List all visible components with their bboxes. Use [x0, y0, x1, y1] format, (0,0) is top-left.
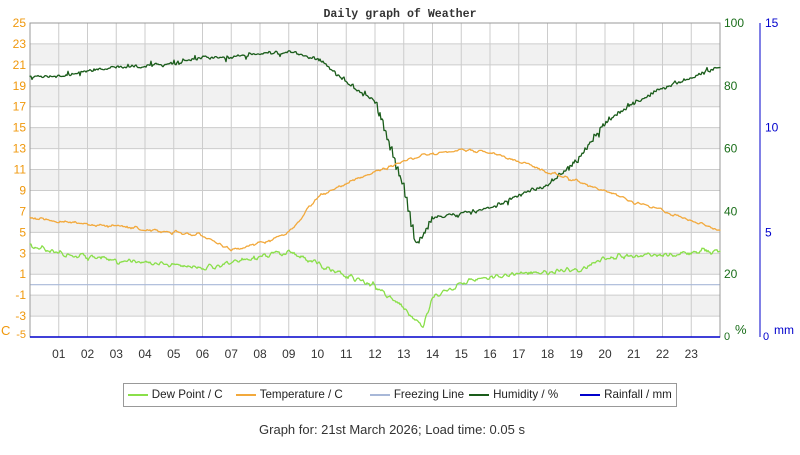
svg-text:11: 11	[340, 347, 353, 361]
svg-text:0: 0	[763, 331, 769, 343]
svg-text:25: 25	[13, 16, 27, 30]
svg-text:22: 22	[656, 347, 670, 361]
svg-text:02: 02	[81, 347, 95, 361]
svg-text:21: 21	[13, 58, 27, 72]
svg-text:0: 0	[724, 331, 730, 343]
svg-text:13: 13	[397, 347, 411, 361]
svg-text:-3: -3	[15, 309, 26, 323]
svg-text:21: 21	[627, 347, 641, 361]
svg-text:80: 80	[724, 79, 738, 93]
svg-text:3: 3	[19, 246, 26, 260]
svg-text:-5: -5	[16, 329, 26, 341]
svg-text:15: 15	[765, 16, 779, 30]
svg-text:05: 05	[167, 347, 181, 361]
svg-text:14: 14	[426, 347, 440, 361]
svg-text:12: 12	[368, 347, 382, 361]
svg-text:7: 7	[19, 204, 26, 218]
svg-text:5: 5	[19, 225, 26, 239]
svg-text:5: 5	[765, 225, 772, 239]
svg-text:17: 17	[512, 347, 526, 361]
svg-text:17: 17	[13, 100, 27, 114]
svg-text:04: 04	[138, 347, 152, 361]
svg-text:-1: -1	[15, 288, 26, 302]
svg-text:mm: mm	[774, 323, 794, 337]
svg-text:16: 16	[483, 347, 497, 361]
svg-text:20: 20	[598, 347, 612, 361]
svg-text:18: 18	[541, 347, 555, 361]
svg-text:9: 9	[19, 183, 26, 197]
svg-text:03: 03	[110, 347, 124, 361]
svg-text:19: 19	[13, 79, 27, 93]
svg-text:60: 60	[724, 142, 738, 156]
svg-text:1: 1	[19, 267, 26, 281]
svg-text:20: 20	[724, 267, 738, 281]
svg-text:23: 23	[13, 37, 27, 51]
svg-text:10: 10	[311, 347, 325, 361]
svg-text:15: 15	[455, 347, 469, 361]
svg-text:C: C	[1, 323, 10, 338]
svg-text:10: 10	[765, 121, 779, 135]
svg-text:13: 13	[13, 142, 27, 156]
svg-text:100: 100	[724, 16, 744, 30]
svg-text:23: 23	[685, 347, 699, 361]
svg-text:08: 08	[253, 347, 267, 361]
svg-text:%: %	[735, 322, 747, 337]
svg-text:01: 01	[52, 347, 66, 361]
svg-text:06: 06	[196, 347, 210, 361]
svg-text:19: 19	[570, 347, 584, 361]
svg-text:40: 40	[724, 204, 738, 218]
svg-text:11: 11	[14, 163, 27, 177]
svg-text:09: 09	[282, 347, 296, 361]
svg-text:15: 15	[13, 121, 27, 135]
svg-text:07: 07	[225, 347, 239, 361]
